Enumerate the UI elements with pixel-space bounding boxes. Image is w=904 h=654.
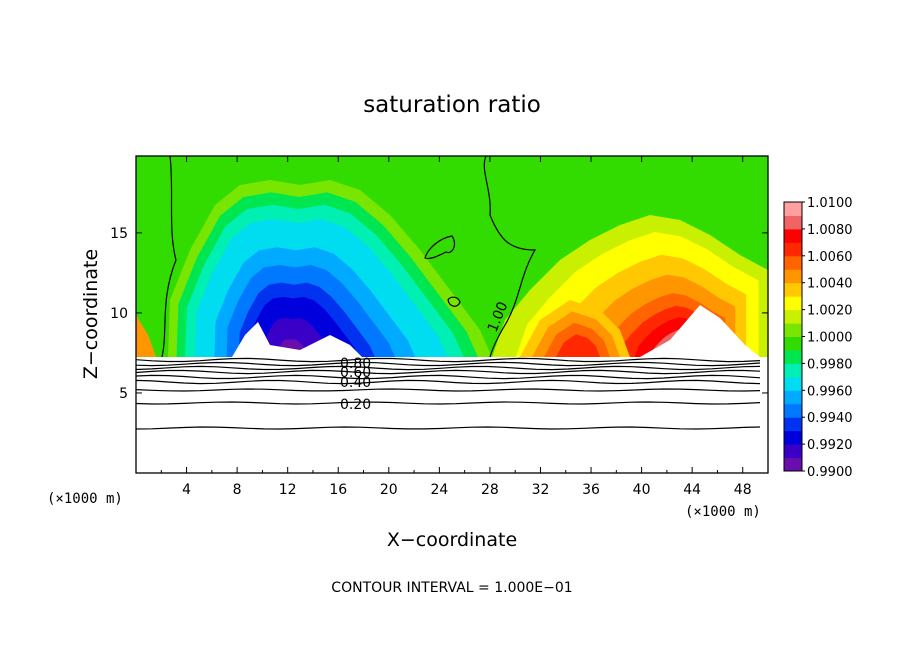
- sub-saturated-region: [136, 357, 768, 473]
- colorbar-swatch: [784, 323, 802, 337]
- colorbar-swatch: [784, 417, 802, 432]
- x-axis-label: X−coordinate: [387, 529, 517, 551]
- contour-level: [136, 374, 761, 380]
- chart-title: saturation ratio: [363, 92, 541, 118]
- colorbar-swatch: [784, 309, 802, 324]
- colorbar-swatch: [784, 282, 802, 297]
- contour-interval-note: CONTOUR INTERVAL = 1.000E−01: [331, 580, 572, 596]
- left-edge-warm: [136, 315, 156, 357]
- x-tick-label: 4: [182, 482, 191, 498]
- contour-level: [136, 365, 761, 371]
- colorbar-swatch: [784, 349, 802, 364]
- colorbar-swatch: [784, 242, 802, 257]
- x-tick-label: 28: [481, 482, 499, 498]
- x-tick-label: 8: [233, 482, 242, 498]
- contour-label-0.40: 0.40: [340, 375, 371, 391]
- x-tick-label: 24: [430, 482, 448, 498]
- clear-region: [232, 322, 362, 357]
- colorbar-label: 0.9920: [807, 438, 853, 453]
- y-tick-label: 5: [119, 386, 128, 402]
- contour-level: [136, 361, 761, 367]
- colorbar-label: 1.0020: [807, 304, 853, 319]
- x-tick-label: 36: [582, 482, 600, 498]
- colorbar-label: 1.0060: [807, 250, 853, 265]
- colorbar-swatch: [784, 215, 802, 230]
- contour-level: [136, 379, 761, 385]
- contour-level: [136, 388, 761, 392]
- colorbar-label: 0.9960: [807, 384, 853, 399]
- y-axis: 5 10 15: [110, 226, 768, 402]
- contour-1.00-left: [161, 156, 177, 358]
- contour-1.00-right: [483, 156, 537, 358]
- y-tick-label: 15: [110, 226, 128, 242]
- contour-level: [136, 357, 761, 363]
- contour-level: [136, 401, 761, 405]
- x-tick-label: 48: [734, 482, 752, 498]
- x-tick-label: 12: [279, 482, 297, 498]
- colorbar-swatch: [784, 202, 802, 216]
- clear-region: [640, 305, 760, 357]
- colorbar-label: 1.0000: [807, 331, 853, 346]
- colorbar-swatch: [784, 444, 802, 459]
- x-tick-label: 44: [683, 482, 701, 498]
- contour-1.00-island: [447, 296, 461, 307]
- warm-lobe: [556, 334, 600, 357]
- x-tick-label: 20: [380, 482, 398, 498]
- colorbar-label: 1.0100: [807, 196, 853, 211]
- contour-label-0.80: 0.80: [340, 356, 371, 372]
- contour-1.00-island: [424, 235, 456, 260]
- colorbar-label: 0.9980: [807, 357, 853, 372]
- colorbar-swatch: [784, 457, 802, 472]
- colorbar-swatch: [784, 228, 802, 243]
- y-axis-label: Z−coordinate: [80, 249, 102, 379]
- colorbar-label: 1.0040: [807, 277, 853, 292]
- colorbar-swatch: [784, 269, 802, 284]
- colorbar-swatch: [784, 255, 802, 270]
- x-tick-label: 32: [532, 482, 550, 498]
- plot-frame: [135, 155, 769, 474]
- contour-level: [136, 426, 761, 430]
- y-tick-label: 10: [110, 306, 128, 322]
- saturation-field: [136, 156, 768, 473]
- x-unit-label: (×1000 m): [685, 504, 761, 520]
- x-tick-label: 40: [633, 482, 651, 498]
- x-axis: 4 8 12 16 20 24 28 32 36 40 44 48: [160, 156, 752, 498]
- colorbar-swatch: [784, 296, 802, 311]
- colorbar-swatch: [784, 363, 802, 378]
- colorbar-swatch: [784, 376, 802, 391]
- colorbar-swatch: [784, 336, 802, 351]
- contour-lines: [136, 156, 761, 430]
- colorbar-swatch: [784, 390, 802, 405]
- colorbar-label: 0.9940: [807, 411, 853, 426]
- contour-level: [136, 369, 761, 375]
- colorbar-swatch: [784, 430, 802, 445]
- colorbar-swatch: [784, 403, 802, 418]
- colorbar-label: 1.0080: [807, 223, 853, 238]
- x-tick-label: 16: [329, 482, 347, 498]
- contour-label-0.20: 0.20: [340, 397, 371, 413]
- colorbar: 1.0100 1.0080 1.0060 1.0040 1.0020 1.0000 0.99…: [783, 196, 853, 480]
- z-unit-label: (×1000 m): [47, 491, 123, 507]
- colorbar-label: 0.9900: [807, 465, 853, 480]
- contour-label-0.60: 0.60: [340, 365, 371, 381]
